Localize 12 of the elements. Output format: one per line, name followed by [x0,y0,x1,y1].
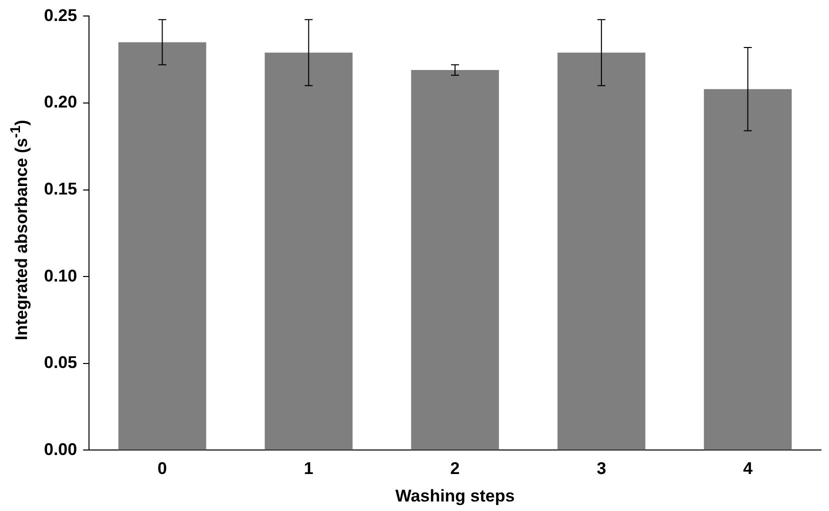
x-tick-label: 2 [450,459,460,478]
y-tick-label: 0.05 [44,353,78,372]
y-tick-label: 0.25 [44,6,78,25]
x-tick-label: 3 [596,459,606,478]
y-tick-label: 0.10 [44,266,78,286]
x-tick-label: 0 [158,459,168,478]
x-tick-label: 4 [743,459,754,478]
x-axis-title: Washing steps [395,486,515,506]
x-tick-label: 1 [304,459,314,478]
y-tick-label: 0.20 [44,92,78,112]
y-tick-label: 0.15 [44,179,78,198]
y-tick-label: 0.00 [44,440,78,459]
